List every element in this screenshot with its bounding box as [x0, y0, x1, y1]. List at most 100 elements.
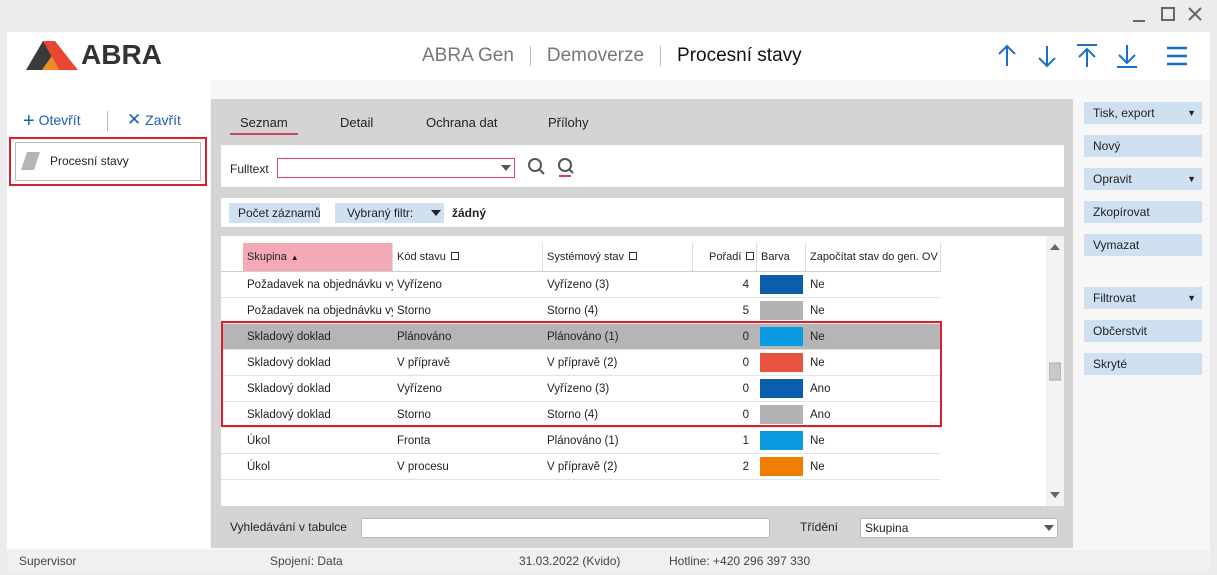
active-tab-underline: [230, 133, 298, 135]
cell-code: V přípravě: [397, 357, 451, 369]
column-filter: [746, 252, 755, 260]
window-controls: [1133, 7, 1202, 22]
tab[interactable]: Přílohy: [548, 115, 589, 130]
advanced-search[interactable]: [558, 158, 572, 172]
cell-code: V procesu: [397, 461, 449, 473]
cell-group: Skladový doklad: [247, 357, 331, 369]
column-title: Systémový stav: [547, 251, 625, 263]
close[interactable]: [1188, 7, 1202, 21]
column-header[interactable]: Kód stavu: [393, 243, 543, 271]
cell-system-state: Vyřízeno (3): [547, 279, 610, 291]
cell-group: Skladový doklad: [247, 331, 331, 343]
table-row[interactable]: [221, 454, 941, 480]
cell-system-state: Plánováno (1): [547, 435, 619, 447]
cell-color: [760, 327, 803, 346]
action-label: Vymazat: [1093, 238, 1140, 252]
close-button[interactable]: ✕ Zavřít: [127, 110, 181, 129]
action-button[interactable]: Filtrovat ▼: [1084, 287, 1202, 309]
logo-text: ABRA: [81, 39, 162, 70]
cell-system-state: Vyřízeno (3): [547, 383, 610, 395]
document-tab[interactable]: [15, 142, 201, 181]
count-button[interactable]: Počet záznamů: [229, 203, 321, 223]
cell-include: Ano: [810, 409, 831, 421]
open-label: Otevřít: [38, 112, 81, 128]
sort-label: Třídění: [800, 520, 839, 534]
cell-order: 1: [742, 435, 749, 447]
action-button[interactable]: Občerstvit: [1084, 320, 1202, 342]
menu[interactable]: [1167, 46, 1187, 66]
cell-order: 0: [742, 383, 749, 395]
table-search-label: Vyhledávání v tabulce: [230, 520, 347, 534]
search[interactable]: [528, 158, 542, 172]
column-title: Pořadí: [709, 251, 742, 263]
column-title: Skupina: [247, 251, 287, 263]
tab-label: Procesní stavy: [50, 154, 129, 168]
cell-group: Požadavek na objednávku vy: [247, 279, 393, 291]
column-header[interactable]: Barva: [757, 243, 806, 271]
column-title: Barva: [761, 251, 790, 263]
cell-include: Ne: [810, 279, 825, 291]
nav-first[interactable]: [1077, 44, 1097, 67]
cell-code: Vyřízeno: [397, 383, 442, 395]
action-label: Občerstvit: [1093, 324, 1148, 338]
sort-select[interactable]: Skupina: [860, 518, 1058, 538]
action-button[interactable]: Opravit ▼: [1084, 168, 1202, 190]
nav-next[interactable]: [1038, 46, 1056, 68]
action-button[interactable]: Zkopírovat: [1084, 201, 1202, 223]
dropdown-arrow: [501, 165, 511, 171]
table-row[interactable]: [221, 428, 941, 454]
cell-group: Úkol: [247, 435, 271, 447]
table-row[interactable]: [221, 298, 941, 324]
cell-include: Ne: [810, 331, 825, 343]
highlight-box: [9, 137, 207, 186]
cell-order: 0: [742, 357, 749, 369]
breadcrumb: Demoverze: [546, 45, 645, 66]
table-row[interactable]: [221, 324, 941, 350]
action-button[interactable]: Skryté: [1084, 353, 1202, 375]
open-button[interactable]: + Otevřít: [23, 110, 81, 132]
table-search-input[interactable]: [361, 518, 770, 538]
tab[interactable]: Detail: [340, 115, 374, 130]
table-row[interactable]: [221, 350, 941, 376]
maximize[interactable]: [1161, 7, 1175, 21]
column-filter: [450, 252, 459, 260]
table-row[interactable]: [221, 402, 941, 428]
cell-color: [760, 405, 803, 424]
action-label: Skryté: [1093, 357, 1128, 371]
column-header[interactable]: Systémový stav: [543, 243, 693, 271]
cell-system-state: V přípravě (2): [547, 461, 618, 473]
sort-indicator: ▲: [290, 253, 299, 262]
cell-code: Vyřízeno: [397, 279, 442, 291]
column-header[interactable]: Skupina ▲: [243, 243, 393, 271]
scroll-arrows: [1049, 244, 1061, 498]
action-button[interactable]: Vymazat: [1084, 234, 1202, 256]
tab[interactable]: Seznam: [240, 115, 288, 130]
cell-color: [760, 457, 803, 476]
cell-group: Úkol: [247, 461, 271, 473]
nav-icons: [998, 44, 1187, 68]
logo-icon: [26, 41, 78, 70]
column-header[interactable]: Započítat stav do gen. OV: [806, 243, 941, 271]
table-row[interactable]: [221, 272, 941, 298]
nav-last[interactable]: [1117, 45, 1137, 68]
header-bar: [7, 32, 1210, 80]
cell-include: Ne: [810, 435, 825, 447]
fulltext-input[interactable]: [277, 158, 515, 178]
action-button[interactable]: Nový: [1084, 135, 1202, 157]
column-title: Započítat stav do gen. OV: [810, 251, 938, 263]
column-header[interactable]: Pořadí: [693, 243, 757, 271]
cell-system-state: Plánováno (1): [547, 331, 619, 343]
nav-prev[interactable]: [998, 44, 1016, 66]
tab[interactable]: Ochrana dat: [426, 115, 498, 130]
action-label: Nový: [1093, 139, 1121, 153]
dropdown-arrow: ▼: [1187, 108, 1196, 118]
separator: [107, 111, 108, 131]
filter-value: žádný: [452, 206, 487, 220]
action-button[interactable]: Tisk, export ▼: [1084, 102, 1202, 124]
filter-select[interactable]: Vybraný filtr:: [335, 203, 444, 223]
cell-include: Ano: [810, 383, 831, 395]
dropdown-arrow: ▼: [1187, 174, 1196, 184]
close-label: Zavřít: [145, 112, 181, 128]
table-row[interactable]: [221, 376, 941, 402]
cell-code: Storno: [397, 409, 431, 421]
